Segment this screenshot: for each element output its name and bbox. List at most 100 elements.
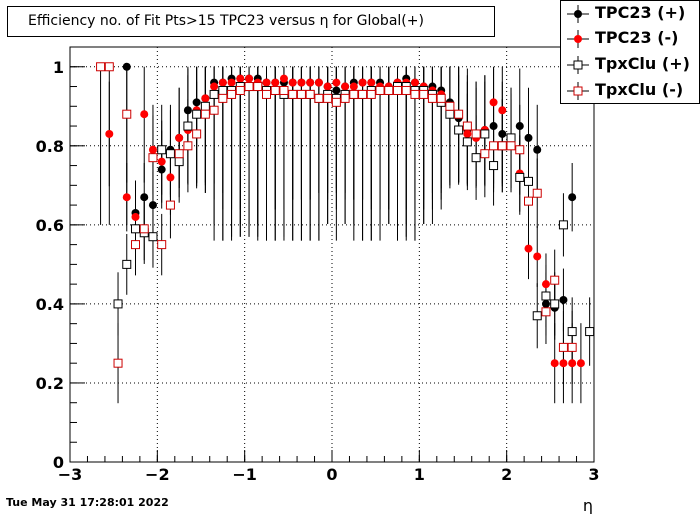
- data-point: [541, 299, 550, 308]
- data-point: [515, 145, 525, 155]
- data-point: [271, 78, 280, 87]
- x-axis-label: η: [583, 496, 593, 514]
- data-point: [506, 133, 516, 143]
- data-point: [559, 359, 568, 368]
- data-point: [550, 299, 560, 309]
- data-point: [122, 62, 131, 71]
- data-point: [541, 280, 550, 289]
- data-point: [567, 342, 577, 352]
- data-point: [227, 89, 237, 99]
- data-point: [183, 106, 192, 115]
- data-point: [210, 82, 219, 91]
- data-point: [183, 121, 193, 131]
- data-point: [489, 141, 499, 151]
- data-point: [200, 101, 210, 111]
- data-point: [558, 220, 568, 230]
- data-point: [105, 129, 114, 138]
- data-point: [174, 157, 184, 167]
- data-point: [296, 89, 306, 99]
- data-point: [419, 89, 429, 99]
- data-point: [175, 133, 184, 142]
- data-point: [427, 93, 437, 103]
- data-point: [104, 62, 114, 72]
- data-point: [288, 78, 297, 87]
- grid-lines: [70, 47, 594, 462]
- data-point: [349, 89, 359, 99]
- data-point: [567, 327, 577, 337]
- data-point: [166, 173, 175, 182]
- data-point: [314, 93, 324, 103]
- data-point: [279, 74, 288, 83]
- data-point: [497, 141, 507, 151]
- data-point: [245, 74, 254, 83]
- data-point: [445, 101, 455, 111]
- data-point: [480, 129, 490, 139]
- legend-marker-open-black: [567, 56, 589, 74]
- data-point: [515, 172, 525, 182]
- data-point: [515, 122, 524, 131]
- data-point: [209, 105, 219, 115]
- legend-entry-tpc23-plus: TPC23 (+): [561, 1, 700, 26]
- data-point: [183, 141, 193, 151]
- data-point: [157, 165, 166, 174]
- data-point: [559, 295, 568, 304]
- data-point: [533, 252, 542, 261]
- data-point: [341, 82, 350, 91]
- data-point: [358, 78, 367, 87]
- data-point: [332, 78, 341, 87]
- data-point: [314, 78, 323, 87]
- data-point: [524, 133, 533, 142]
- data-point: [122, 109, 132, 119]
- data-point: [157, 240, 167, 250]
- data-point: [209, 89, 219, 99]
- data-point: [270, 85, 280, 95]
- y-tick-label: 0.2: [36, 374, 64, 393]
- data-point: [131, 240, 140, 250]
- data-point: [122, 193, 131, 202]
- data-point: [113, 299, 123, 309]
- data-point: [349, 82, 358, 91]
- legend-label: TPC23 (+): [595, 3, 686, 22]
- legend-marker-open-red: [567, 82, 589, 100]
- data-point: [410, 89, 420, 99]
- data-point: [279, 85, 289, 95]
- data-point: [297, 78, 306, 87]
- data-point: [358, 89, 368, 99]
- data-point: [174, 149, 184, 159]
- data-point: [367, 78, 376, 87]
- data-point: [524, 196, 533, 206]
- data-point: [568, 193, 577, 202]
- data-point: [253, 82, 263, 92]
- legend-label: TpxClu (-): [595, 80, 684, 99]
- data-point: [218, 85, 228, 95]
- data-point: [262, 89, 271, 99]
- data-point: [218, 78, 227, 87]
- data-point: [306, 78, 315, 87]
- data-point: [148, 153, 158, 163]
- legend: TPC23 (+) TPC23 (-) TpxClu (+) TpxClu (-…: [560, 0, 700, 104]
- data-point: [471, 129, 481, 139]
- data-point: [533, 145, 542, 154]
- data-point: [131, 212, 140, 221]
- data-point: [462, 121, 472, 131]
- data-point: [192, 109, 202, 119]
- data-point: [165, 149, 175, 159]
- data-point: [96, 62, 106, 72]
- legend-label: TPC23 (-): [595, 28, 679, 47]
- data-point: [384, 85, 394, 95]
- data-point: [489, 122, 498, 131]
- data-point: [157, 145, 167, 155]
- data-point: [524, 244, 533, 253]
- data-point: [235, 85, 245, 95]
- chart-title-box: Efficiency no. of Fit Pts>15 TPC23 versu…: [7, 6, 495, 37]
- data-point: [148, 201, 157, 210]
- y-tick-label: 0.4: [36, 295, 64, 314]
- data-point: [585, 327, 595, 337]
- data-point: [323, 93, 333, 103]
- data-point: [200, 109, 210, 119]
- data-point: [323, 82, 332, 91]
- data-point: [436, 93, 446, 103]
- data-point: [532, 188, 542, 198]
- error-bars: [100, 66, 591, 404]
- data-point: [489, 98, 498, 107]
